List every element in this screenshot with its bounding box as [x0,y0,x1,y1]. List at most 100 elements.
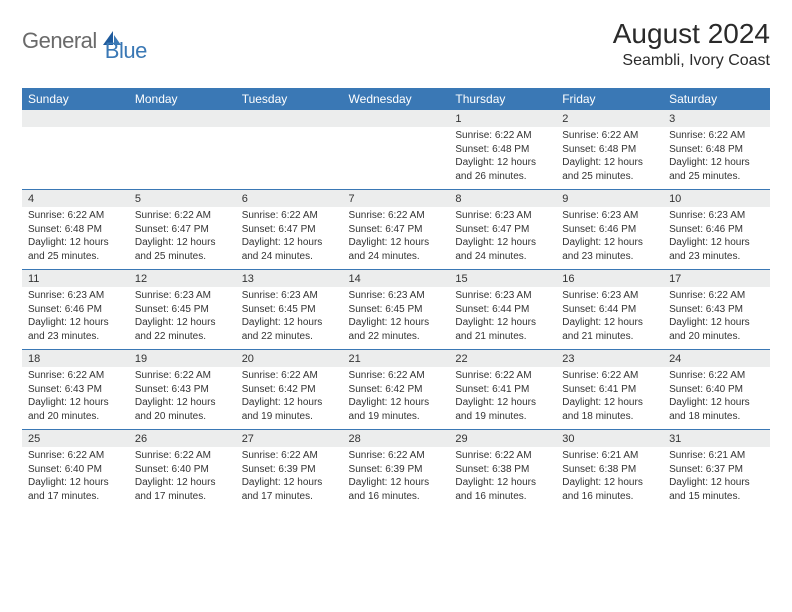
day-number: 31 [663,430,770,448]
day-number: 7 [343,190,450,208]
detail-line: and 25 minutes. [135,250,230,264]
detail-line: Sunset: 6:45 PM [242,303,337,317]
day-detail: Sunrise: 6:22 AMSunset: 6:43 PMDaylight:… [663,287,770,350]
daynum-row: 123 [22,110,770,127]
detail-line: Sunrise: 6:23 AM [455,209,550,223]
detail-line: Daylight: 12 hours [349,316,444,330]
day-detail: Sunrise: 6:22 AMSunset: 6:39 PMDaylight:… [236,447,343,509]
day-detail: Sunrise: 6:22 AMSunset: 6:48 PMDaylight:… [556,127,663,190]
detail-line: Sunrise: 6:22 AM [135,369,230,383]
day-detail: Sunrise: 6:23 AMSunset: 6:47 PMDaylight:… [449,207,556,270]
day-number: 30 [556,430,663,448]
day-number: 22 [449,350,556,368]
header: General Blue August 2024 Seambli, Ivory … [22,18,770,70]
day-detail: Sunrise: 6:22 AMSunset: 6:40 PMDaylight:… [22,447,129,509]
detail-line: Sunset: 6:40 PM [28,463,123,477]
detail-line: Sunset: 6:39 PM [349,463,444,477]
detail-line: Sunrise: 6:21 AM [669,449,764,463]
detail-line: Sunset: 6:39 PM [242,463,337,477]
detail-line: and 20 minutes. [669,330,764,344]
detail-line: Sunrise: 6:23 AM [669,209,764,223]
dayhead-wed: Wednesday [343,88,450,110]
day-detail: Sunrise: 6:22 AMSunset: 6:48 PMDaylight:… [449,127,556,190]
detail-line: Sunrise: 6:22 AM [562,369,657,383]
detail-line: Daylight: 12 hours [669,316,764,330]
day-number: 3 [663,110,770,127]
detail-line: Daylight: 12 hours [135,396,230,410]
day-detail: Sunrise: 6:23 AMSunset: 6:46 PMDaylight:… [22,287,129,350]
day-detail: Sunrise: 6:22 AMSunset: 6:41 PMDaylight:… [449,367,556,430]
detail-line: and 19 minutes. [349,410,444,424]
detail-line: Daylight: 12 hours [135,316,230,330]
title-block: August 2024 Seambli, Ivory Coast [613,18,770,70]
dayhead-mon: Monday [129,88,236,110]
detail-line: Daylight: 12 hours [135,476,230,490]
detail-line: Sunrise: 6:22 AM [455,369,550,383]
day-number: 5 [129,190,236,208]
detail-line: and 24 minutes. [349,250,444,264]
day-number [236,110,343,127]
detail-line: and 22 minutes. [242,330,337,344]
detail-line: and 19 minutes. [455,410,550,424]
detail-line: Sunset: 6:48 PM [455,143,550,157]
detail-line: Sunset: 6:44 PM [455,303,550,317]
day-detail: Sunrise: 6:22 AMSunset: 6:39 PMDaylight:… [343,447,450,509]
day-detail: Sunrise: 6:22 AMSunset: 6:40 PMDaylight:… [129,447,236,509]
calendar-table: Sunday Monday Tuesday Wednesday Thursday… [22,88,770,509]
detail-line: Sunset: 6:42 PM [349,383,444,397]
detail-line: Sunset: 6:45 PM [135,303,230,317]
detail-row: Sunrise: 6:22 AM Sunset: 6:43 PM Daylight:… [22,367,770,430]
dayhead-tue: Tuesday [236,88,343,110]
detail-line: Sunrise: 6:21 AM [562,449,657,463]
day-number: 26 [129,430,236,448]
detail-line: Sunrise: 6:23 AM [135,289,230,303]
day-detail: Sunrise: 6:23 AMSunset: 6:46 PMDaylight:… [663,207,770,270]
detail-line: Sunset: 6:41 PM [562,383,657,397]
day-detail: Sunrise: 6:22 AMSunset: 6:42 PMDaylight:… [343,367,450,430]
detail-line: and 22 minutes. [349,330,444,344]
location: Seambli, Ivory Coast [613,52,770,70]
detail-line: Daylight: 12 hours [455,476,550,490]
detail-line: Daylight: 12 hours [455,316,550,330]
day-number: 23 [556,350,663,368]
day-number: 13 [236,270,343,288]
detail-line: Daylight: 12 hours [562,396,657,410]
detail-line: Sunset: 6:46 PM [562,223,657,237]
detail-line: Sunrise: 6:22 AM [135,449,230,463]
detail-line: Daylight: 12 hours [28,236,123,250]
detail-line: Sunrise: 6:22 AM [349,369,444,383]
detail-line: and 17 minutes. [242,490,337,504]
daynum-row: 11121314151617 [22,270,770,288]
day-number: 17 [663,270,770,288]
day-detail: Sunrise: 6:22 AMSunset: 6:43 PMDaylight:… [22,367,129,430]
day-detail: Sunrise: 6:21 AMSunset: 6:38 PMDaylight:… [556,447,663,509]
day-detail [236,127,343,190]
detail-line: and 16 minutes. [349,490,444,504]
detail-line: Sunset: 6:45 PM [349,303,444,317]
detail-line: Daylight: 12 hours [242,236,337,250]
detail-line: and 15 minutes. [669,490,764,504]
detail-line: Daylight: 12 hours [28,476,123,490]
daynum-row: 45678910 [22,190,770,208]
detail-line: Daylight: 12 hours [562,156,657,170]
detail-line: and 25 minutes. [669,170,764,184]
day-detail: Sunrise: 6:22 AMSunset: 6:43 PMDaylight:… [129,367,236,430]
detail-line: Sunset: 6:47 PM [455,223,550,237]
logo-text-blue: Blue [105,38,147,64]
detail-line: Sunset: 6:40 PM [669,383,764,397]
detail-line: Daylight: 12 hours [242,316,337,330]
detail-line: Sunset: 6:47 PM [135,223,230,237]
detail-line: Sunset: 6:43 PM [28,383,123,397]
detail-line: Sunrise: 6:22 AM [455,449,550,463]
detail-line: Daylight: 12 hours [669,476,764,490]
day-detail: Sunrise: 6:23 AMSunset: 6:44 PMDaylight:… [449,287,556,350]
detail-row: Sunrise: 6:22 AMSunset: 6:48 PMDaylight:… [22,127,770,190]
day-detail: Sunrise: 6:23 AMSunset: 6:45 PMDaylight:… [129,287,236,350]
detail-line: Sunset: 6:48 PM [669,143,764,157]
day-number: 8 [449,190,556,208]
detail-line: Daylight: 12 hours [349,476,444,490]
detail-line: Sunrise: 6:23 AM [455,289,550,303]
detail-line: Sunset: 6:48 PM [28,223,123,237]
day-detail: Sunrise: 6:22 AMSunset: 6:48 PMDaylight:… [663,127,770,190]
day-number: 18 [22,350,129,368]
